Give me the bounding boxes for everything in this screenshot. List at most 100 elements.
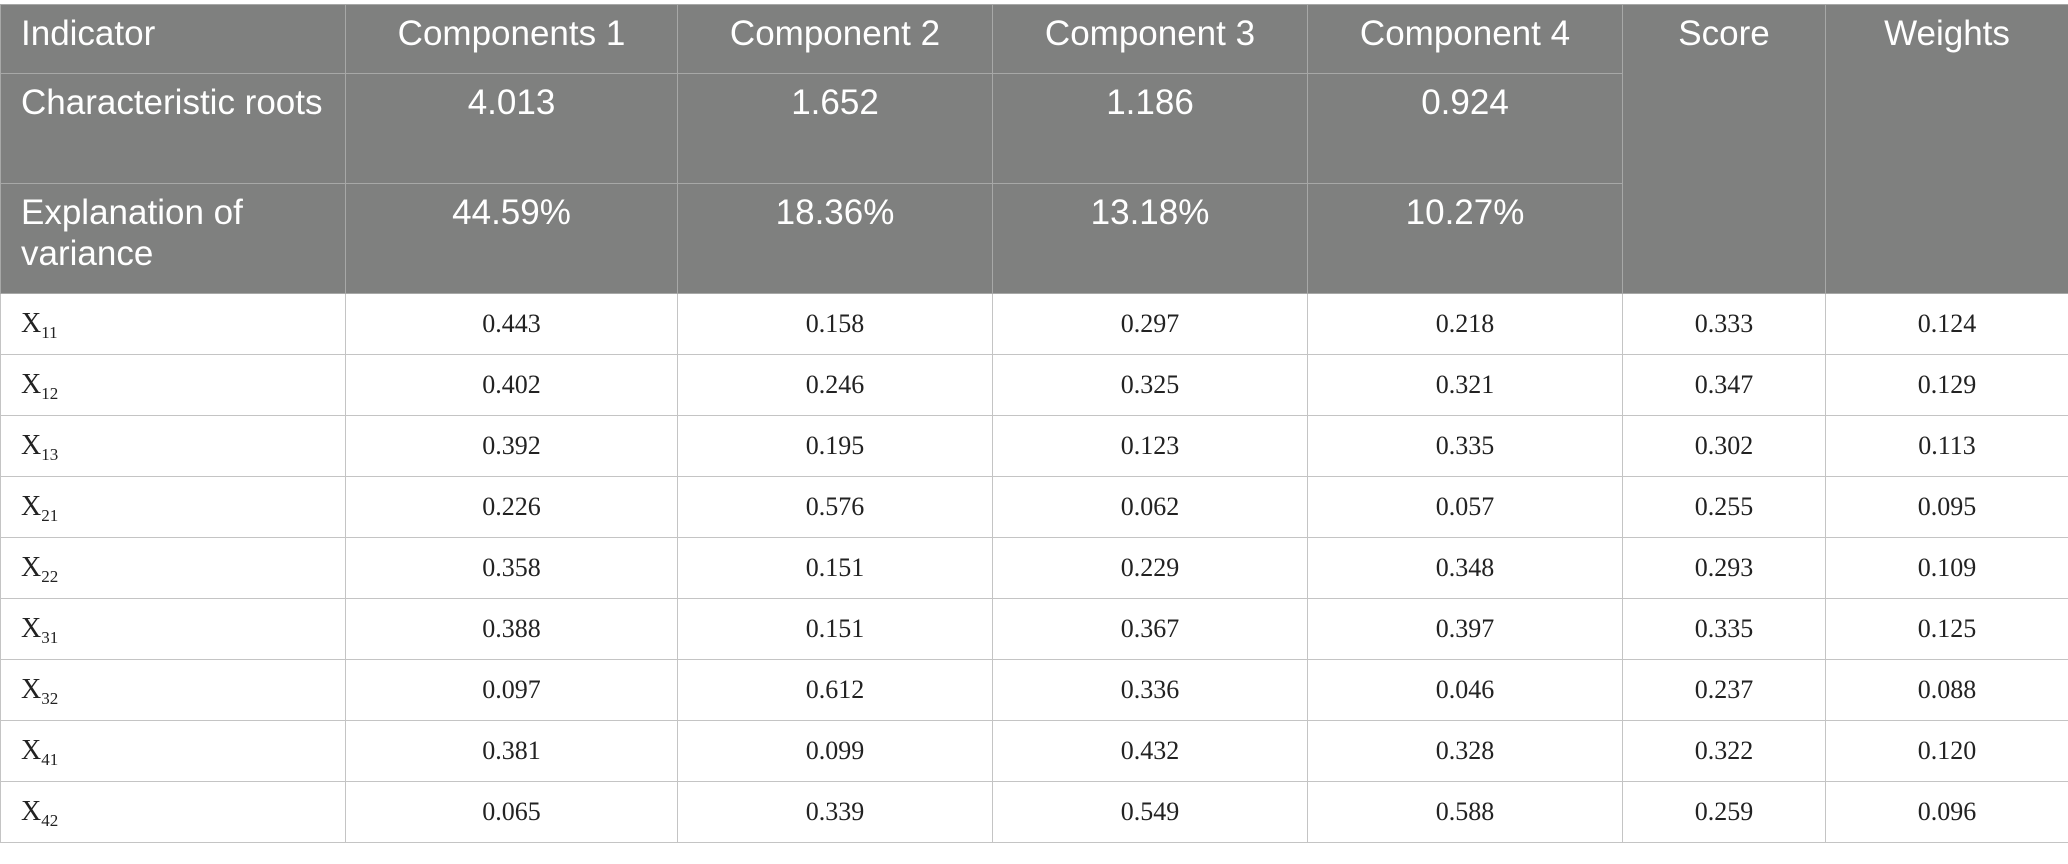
weight-value: 0.096 xyxy=(1825,781,2068,843)
weight-value: 0.088 xyxy=(1825,659,2068,721)
characteristic-root-value: 1.652 xyxy=(677,73,993,184)
weight-value: 0.113 xyxy=(1825,415,2068,477)
explanation-of-variance-label: Explanation of variance xyxy=(0,183,346,294)
table-row: X22 0.358 0.151 0.229 0.348 0.293 0.109 xyxy=(0,537,2068,599)
component-3-value: 0.549 xyxy=(992,781,1308,843)
indicator-subscript: 32 xyxy=(41,689,59,708)
indicator-subscript: 21 xyxy=(41,506,59,525)
header-row: Indicator Components 1 Component 2 Compo… xyxy=(0,4,2068,294)
table-row: X13 0.392 0.195 0.123 0.335 0.302 0.113 xyxy=(0,415,2068,477)
weight-value: 0.120 xyxy=(1825,720,2068,782)
component-2-value: 0.158 xyxy=(677,293,993,355)
component-1-value: 0.065 xyxy=(345,781,678,843)
table-row: X31 0.388 0.151 0.367 0.397 0.335 0.125 xyxy=(0,598,2068,660)
table-row: X12 0.402 0.246 0.325 0.321 0.347 0.129 xyxy=(0,354,2068,416)
header-score: Score xyxy=(1622,4,1826,294)
score-value: 0.259 xyxy=(1622,781,1826,843)
component-1-value: 0.358 xyxy=(345,537,678,599)
characteristic-roots-row: Characteristic roots 4.013 1.652 1.186 0… xyxy=(0,73,2068,184)
component-2-value: 0.576 xyxy=(677,476,993,538)
component-3-value: 0.297 xyxy=(992,293,1308,355)
component-4-value: 0.348 xyxy=(1307,537,1623,599)
component-4-value: 0.328 xyxy=(1307,720,1623,782)
pca-weights-table: Indicator Components 1 Component 2 Compo… xyxy=(0,4,2068,843)
indicator-cell: X31 xyxy=(0,598,346,660)
header-weights: Weights xyxy=(1825,4,2068,294)
component-4-value: 0.218 xyxy=(1307,293,1623,355)
score-value: 0.302 xyxy=(1622,415,1826,477)
table-row: X11 0.443 0.158 0.297 0.218 0.333 0.124 xyxy=(0,293,2068,355)
header-component-1: Components 1 xyxy=(345,4,678,74)
weight-value: 0.109 xyxy=(1825,537,2068,599)
table-row: X32 0.097 0.612 0.336 0.046 0.237 0.088 xyxy=(0,659,2068,721)
component-4-value: 0.335 xyxy=(1307,415,1623,477)
indicator-symbol: X xyxy=(21,735,42,766)
table-row: X42 0.065 0.339 0.549 0.588 0.259 0.096 xyxy=(0,781,2068,843)
characteristic-root-value: 4.013 xyxy=(345,73,678,184)
component-1-value: 0.381 xyxy=(345,720,678,782)
component-4-value: 0.397 xyxy=(1307,598,1623,660)
indicator-cell: X41 xyxy=(0,720,346,782)
table-row: X21 0.226 0.576 0.062 0.057 0.255 0.095 xyxy=(0,476,2068,538)
indicator-subscript: 11 xyxy=(41,323,58,342)
component-2-value: 0.151 xyxy=(677,598,993,660)
component-3-value: 0.062 xyxy=(992,476,1308,538)
component-1-value: 0.388 xyxy=(345,598,678,660)
component-1-value: 0.097 xyxy=(345,659,678,721)
indicator-symbol: X xyxy=(21,674,42,705)
component-2-value: 0.339 xyxy=(677,781,993,843)
component-2-value: 0.151 xyxy=(677,537,993,599)
component-1-value: 0.226 xyxy=(345,476,678,538)
header-indicator: Indicator xyxy=(0,4,346,74)
characteristic-roots-label: Characteristic roots xyxy=(0,73,346,184)
indicator-subscript: 22 xyxy=(41,567,59,586)
indicator-subscript: 12 xyxy=(41,384,59,403)
indicator-symbol: X xyxy=(21,430,42,461)
indicator-subscript: 41 xyxy=(41,750,59,769)
header-component-4: Component 4 xyxy=(1307,4,1623,74)
table-header: Indicator Components 1 Component 2 Compo… xyxy=(0,4,2068,294)
component-3-value: 0.123 xyxy=(992,415,1308,477)
header-component-3: Component 3 xyxy=(992,4,1308,74)
indicator-cell: X21 xyxy=(0,476,346,538)
component-1-value: 0.392 xyxy=(345,415,678,477)
indicator-cell: X32 xyxy=(0,659,346,721)
component-3-value: 0.432 xyxy=(992,720,1308,782)
component-3-value: 0.229 xyxy=(992,537,1308,599)
variance-value: 10.27% xyxy=(1307,183,1623,294)
weight-value: 0.125 xyxy=(1825,598,2068,660)
component-4-value: 0.057 xyxy=(1307,476,1623,538)
indicator-symbol: X xyxy=(21,796,42,827)
indicator-cell: X22 xyxy=(0,537,346,599)
variance-value: 44.59% xyxy=(345,183,678,294)
component-3-value: 0.336 xyxy=(992,659,1308,721)
indicator-cell: X42 xyxy=(0,781,346,843)
indicator-subscript: 42 xyxy=(41,811,59,830)
score-value: 0.335 xyxy=(1622,598,1826,660)
component-2-value: 0.099 xyxy=(677,720,993,782)
table-row: X41 0.381 0.099 0.432 0.328 0.322 0.120 xyxy=(0,720,2068,782)
header-component-2: Component 2 xyxy=(677,4,993,74)
weight-value: 0.095 xyxy=(1825,476,2068,538)
component-2-value: 0.195 xyxy=(677,415,993,477)
component-3-value: 0.325 xyxy=(992,354,1308,416)
component-4-value: 0.046 xyxy=(1307,659,1623,721)
characteristic-root-value: 1.186 xyxy=(992,73,1308,184)
weight-value: 0.129 xyxy=(1825,354,2068,416)
indicator-subscript: 31 xyxy=(41,628,59,647)
variance-value: 18.36% xyxy=(677,183,993,294)
table-body: X11 0.443 0.158 0.297 0.218 0.333 0.124 X12 0.40… xyxy=(0,293,2068,843)
indicator-symbol: X xyxy=(21,552,42,583)
score-value: 0.333 xyxy=(1622,293,1826,355)
component-1-value: 0.443 xyxy=(345,293,678,355)
indicator-symbol: X xyxy=(21,613,42,644)
indicator-symbol: X xyxy=(21,308,42,339)
indicator-subscript: 13 xyxy=(41,445,59,464)
component-3-value: 0.367 xyxy=(992,598,1308,660)
component-4-value: 0.588 xyxy=(1307,781,1623,843)
indicator-symbol: X xyxy=(21,369,42,400)
explanation-of-variance-row: Explanation of variance 44.59% 18.36% 13… xyxy=(0,183,2068,294)
score-value: 0.255 xyxy=(1622,476,1826,538)
score-value: 0.293 xyxy=(1622,537,1826,599)
indicator-cell: X13 xyxy=(0,415,346,477)
